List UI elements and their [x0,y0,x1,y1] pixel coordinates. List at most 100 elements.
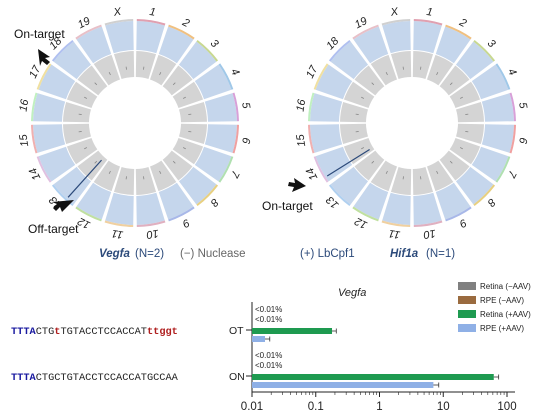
chromosome-label-7: 7 [228,168,242,180]
chromosome-label-16: 16 [294,98,308,113]
inner-tick-chr-9 [159,170,162,174]
sequence-ot-mismatch1: t [54,326,60,338]
inner-segment-chr-3 [439,65,470,96]
edit-site-mark [67,159,102,198]
inner-segment-chr-5 [455,101,484,123]
inner-segment-chr-X [390,51,412,80]
outer-segment-chr-10 [413,192,442,225]
outer-segment-chr-4 [471,64,509,100]
legend-label-retina-plus: Retina (+AAV) [480,310,531,319]
rim-segment-chr-14 [313,156,329,183]
inner-segment-chr-2 [149,54,177,86]
inner-segment-chr-17 [343,81,375,109]
rim-segment-chr-17 [313,63,329,90]
inner-tick-chr-7 [182,147,186,150]
inner-segment-chr-17 [66,81,98,109]
inner-tick-chr-19 [108,72,111,76]
outer-segment-chr-1 [413,21,442,54]
legend-label-retina-minus: Retina (−AAV) [480,282,531,291]
outer-segment-chr-13 [53,166,92,205]
outer-segment-chr-6 [481,124,514,153]
outer-segment-chr-13 [330,166,369,205]
chromosome-label-2: 2 [457,16,469,30]
chromosome-label-14: 14 [27,166,43,182]
annotation-ot-rpe-minus: <0.01% [255,315,282,324]
chromosome-label-10: 10 [145,227,160,241]
sequence-ot: TTTACTGtTGTACCTCCACCATttggt [11,326,178,338]
outer-segment-chr-3 [178,41,217,80]
outer-segment-chr-4 [194,64,232,100]
caption-n-left: (N=2) [135,248,164,260]
inner-segment-chr-14 [66,137,98,165]
inner-tick-chr-18 [94,82,98,86]
sequence-ot-part1: CTG [36,326,55,338]
legend-lbcpf1: (+) LbCpf1 [300,248,355,260]
chromosome-label-15: 15 [17,133,31,148]
outer-segment-chr-9 [435,182,471,220]
rim-segment-chr-10 [136,220,166,227]
chromosome-label-19: 19 [76,15,92,31]
bar-ot-series-2 [252,328,333,334]
outer-segment-chr-19 [353,26,389,64]
legend-nuclease: (−) Nuclease [180,248,246,260]
inner-segment-chr-5 [178,101,207,123]
inner-segment-chr-7 [172,137,204,165]
outer-segment-chr-17 [38,64,76,100]
inner-tick-chr-8 [172,160,176,164]
rim-segment-chr-16 [308,92,315,122]
inner-segment-chr-1 [135,51,157,80]
chromosome-label-X: X [112,6,123,19]
inner-segment-chr-11 [113,166,135,195]
outer-segment-chr-16 [310,93,343,122]
inner-tick-chr-17 [361,96,365,99]
chromosome-label-19: 19 [353,15,369,31]
rim-segment-chr-X [381,19,411,26]
outer-segment-chr-6 [204,124,237,153]
x-tick-label-3: 10 [437,401,450,413]
outer-segment-chr-10 [136,192,165,225]
chromosome-label-1: 1 [426,6,434,19]
chromosome-label-8: 8 [484,196,497,209]
sequence-ot-pam: TTTA [11,326,37,338]
off-target-label-left: Off-target [28,222,79,236]
chromosome-label-3: 3 [485,37,498,50]
outer-segment-chr-11 [382,192,411,225]
rim-segment-chr-19 [75,24,102,40]
on-target-arrow-right [288,178,306,192]
outer-segment-chr-2 [435,26,471,64]
outer-segment-chr-X [105,21,134,54]
inner-tick-chr-9 [436,170,439,174]
inner-segment-chr-8 [162,150,193,181]
inner-tick-chr-18 [371,82,375,86]
sequence-on-pam: TTTA [11,372,37,384]
caption-gene-left: Vegfa [99,248,130,260]
chromosome-label-6: 6 [239,137,252,146]
outer-segment-chr-8 [455,166,494,205]
rim-segment-chr-12 [352,206,379,222]
legend-swatch-retina-minus [458,282,476,290]
rim-segment-chr-18 [51,39,74,62]
rim-segment-chr-4 [495,63,511,90]
x-tick-label-1: 0.1 [308,401,324,413]
chromosome-label-11: 11 [388,227,401,241]
off-target-arrow-left [52,200,74,212]
inner-segment-chr-4 [172,81,204,109]
inner-segment-chr-19 [370,54,398,86]
chromosome-label-1: 1 [149,6,157,19]
inner-tick-chr-19 [385,72,388,76]
legend-swatch-retina-plus [458,310,476,318]
chromosome-label-16: 16 [17,98,31,113]
rim-segment-chr-6 [509,124,516,154]
rim-segment-chr-5 [509,92,516,122]
inner-tick-chr-2 [436,72,439,76]
sequence-on: TTTACTGCTGTACCTCCACCATGCCAA [11,372,179,384]
sequence-ot-part2: TGTACCTCCACCAT [60,326,147,338]
outer-segment-chr-17 [315,64,353,100]
bar-chart-title: Vegfa [338,287,366,299]
annotation-on-rpe-minus: <0.01% [255,361,282,370]
outer-segment-chr-12 [76,182,112,220]
inner-tick-chr-2 [159,72,162,76]
rim-segment-chr-6 [232,124,239,154]
chromosome-label-11: 11 [111,227,124,241]
